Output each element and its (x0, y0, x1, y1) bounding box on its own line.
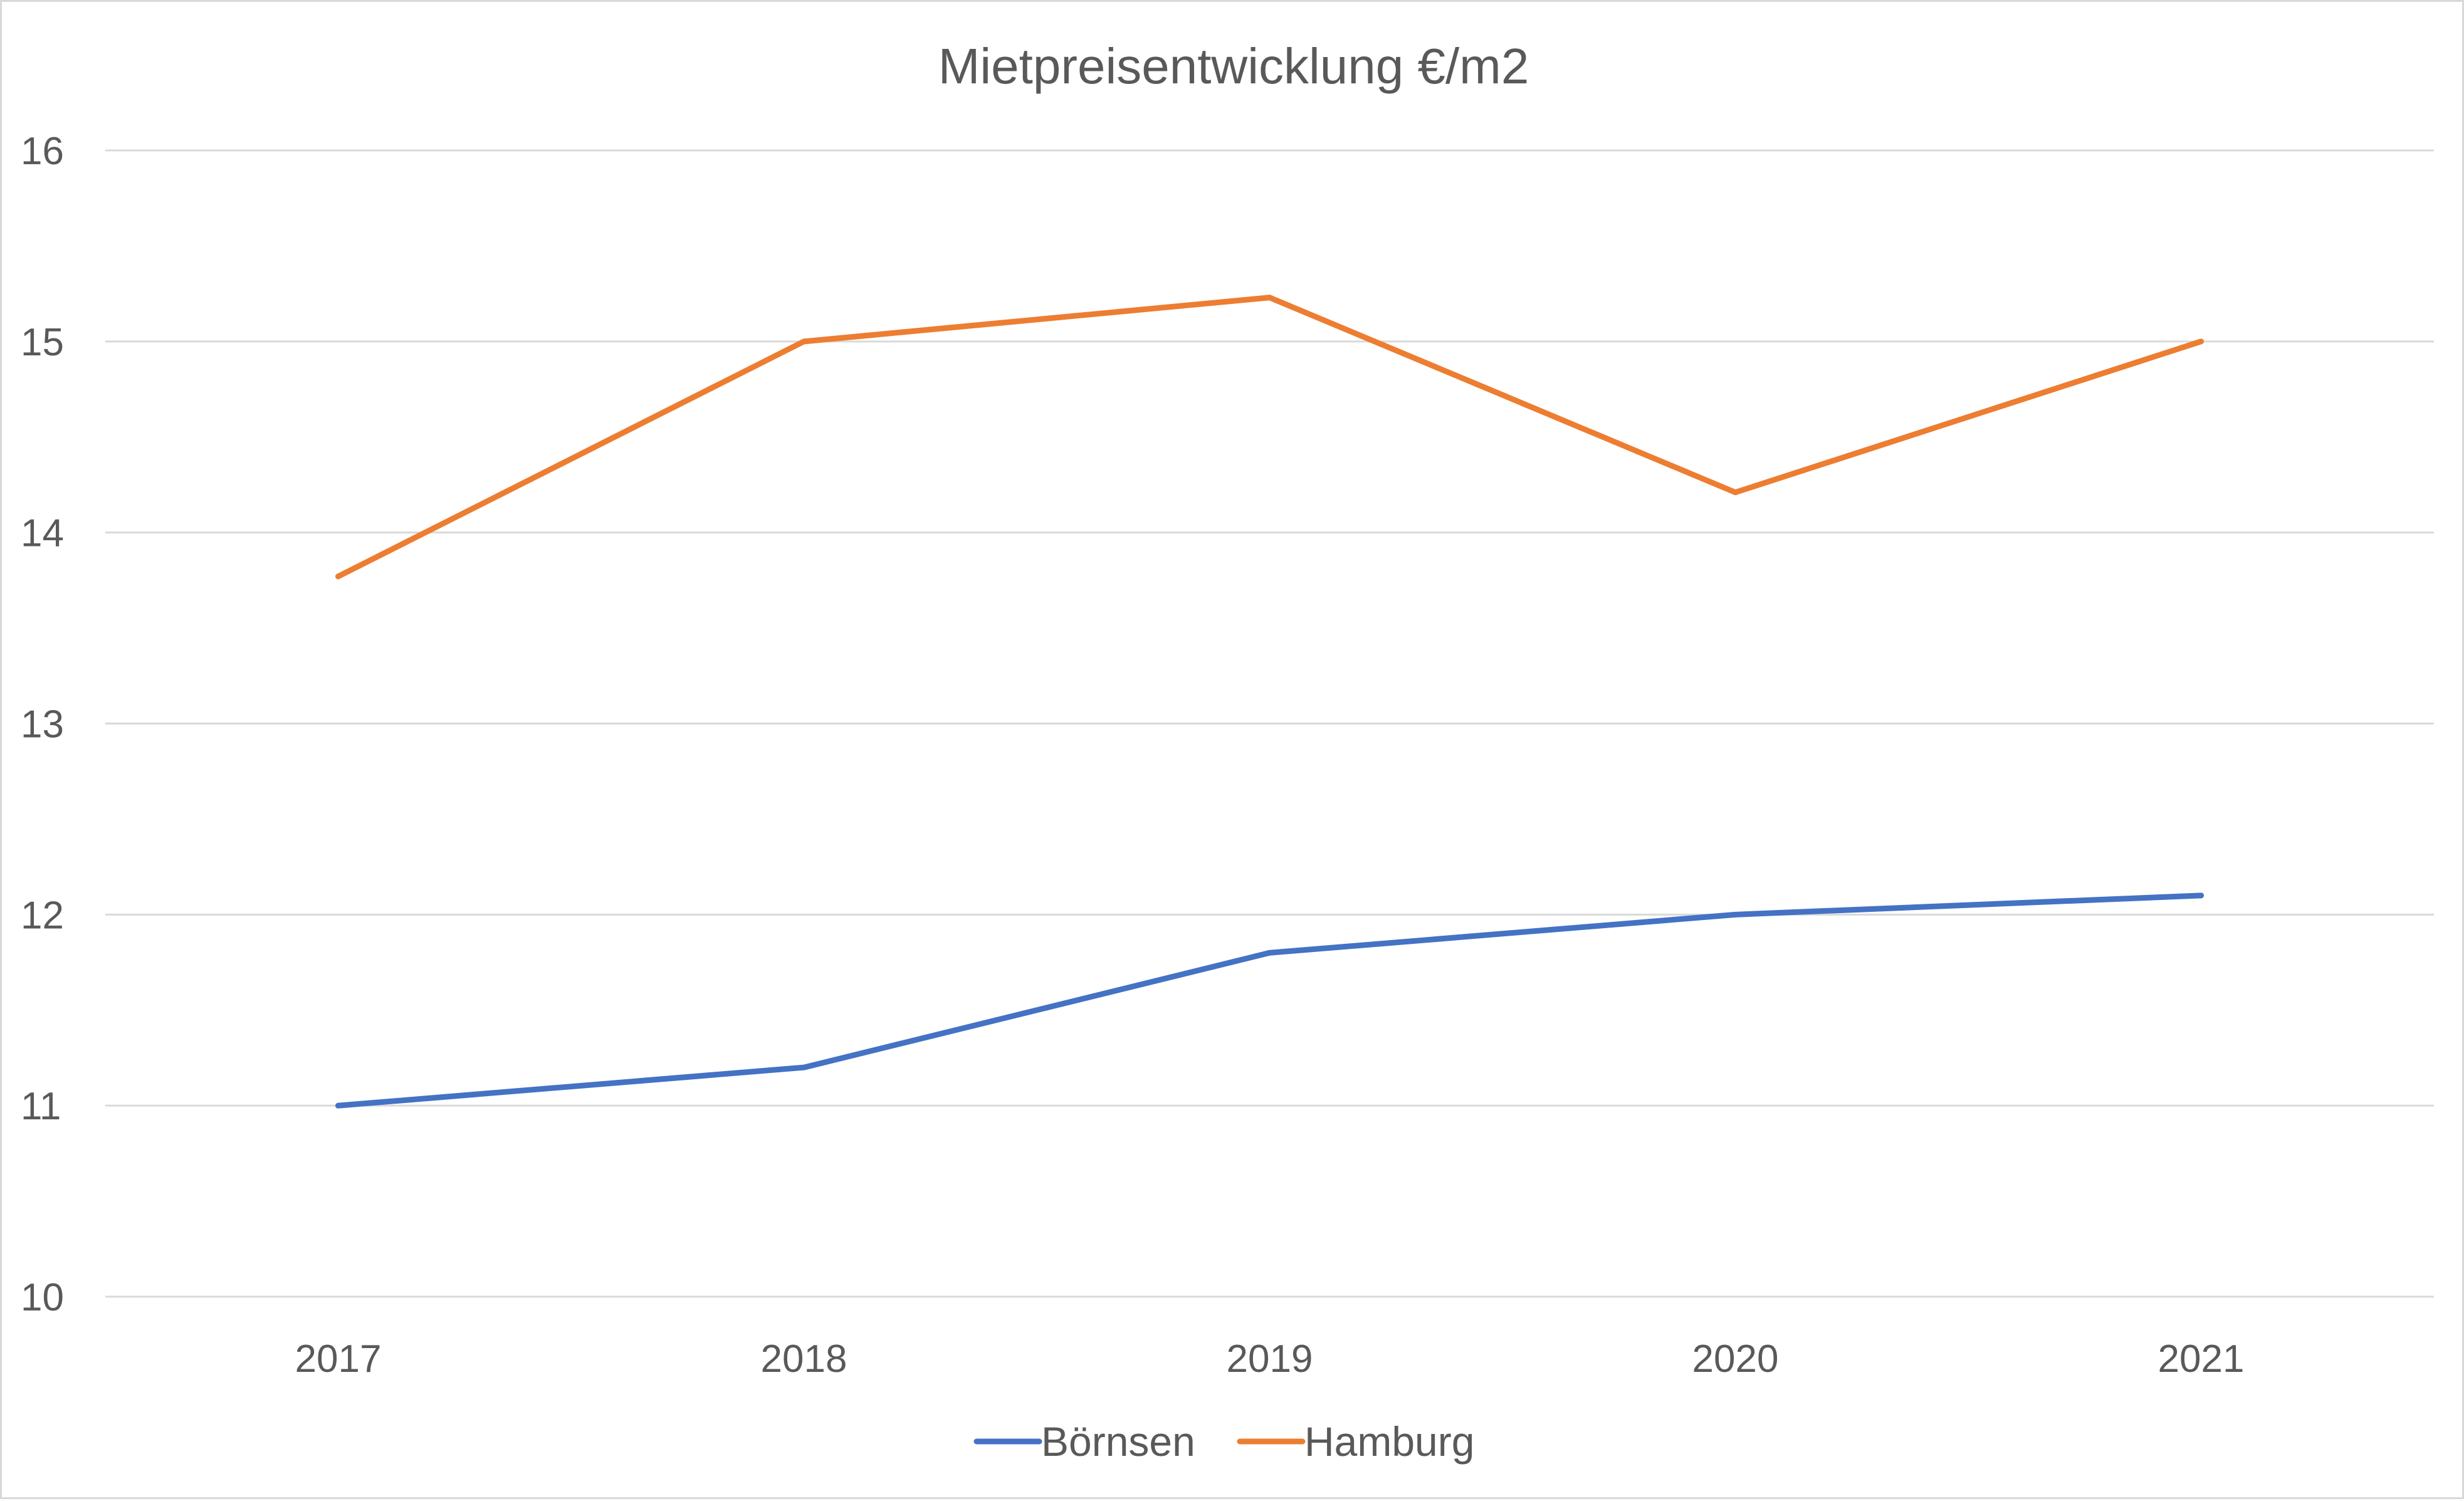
y-tick-label: 15 (21, 321, 64, 364)
series-line-börnsen (335, 892, 2204, 1109)
legend: Börnsen Hamburg (973, 1418, 1474, 1465)
data-point (1267, 295, 1272, 301)
x-tick-label: 2017 (295, 1337, 382, 1381)
x-tick-label: 2019 (1227, 1337, 1313, 1381)
y-tick-label: 16 (21, 130, 64, 173)
data-point (2198, 892, 2204, 899)
legend-label: Hamburg (1304, 1418, 1474, 1465)
chart-title: Mietpreisentwicklung €/m2 (938, 38, 1529, 94)
x-axis-tick-labels: 2017 2018 2019 2020 2021 (295, 1337, 2245, 1381)
y-tick-label: 12 (21, 894, 64, 937)
y-tick-label: 14 (21, 512, 64, 555)
data-point (2198, 338, 2204, 345)
series-lines (335, 295, 2204, 1109)
legend-label: Börnsen (1041, 1418, 1195, 1465)
data-point (335, 1102, 341, 1109)
data-point (801, 1064, 807, 1070)
data-point (1267, 949, 1272, 956)
y-axis-tick-labels: 10 11 12 13 14 15 16 (21, 130, 64, 1319)
y-tick-label: 11 (21, 1085, 61, 1128)
data-point (1733, 911, 1738, 918)
data-point (801, 338, 807, 345)
y-tick-label: 10 (21, 1276, 64, 1319)
x-tick-label: 2020 (1692, 1337, 1779, 1381)
series-line-hamburg (335, 295, 2204, 580)
data-point (335, 573, 341, 580)
x-tick-label: 2021 (2158, 1337, 2245, 1381)
y-tick-label: 13 (21, 703, 64, 746)
data-point (1733, 489, 1738, 496)
x-tick-label: 2018 (761, 1337, 847, 1381)
gridlines (105, 149, 2434, 1298)
